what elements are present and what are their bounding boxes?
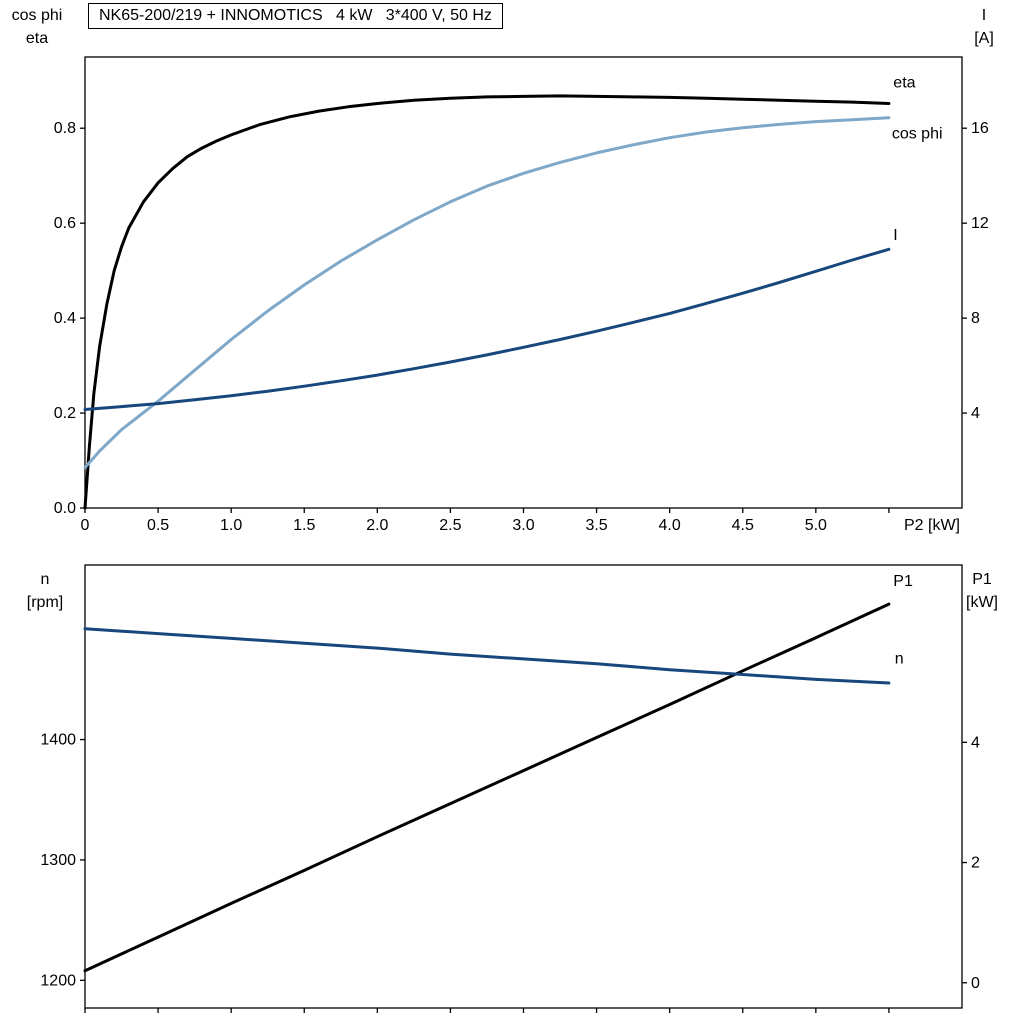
x-axis-title: P2 [kW] (904, 517, 960, 534)
y-tick-label-left: 0.2 (54, 405, 76, 422)
y-tick-label-right: 4 (971, 734, 980, 751)
y-tick-label-right: 2 (971, 855, 980, 872)
curve-eta (83, 94, 891, 510)
bottom-chart-left-axis-title: n [rpm] (8, 568, 82, 614)
axis-label-speed: n (40, 571, 50, 588)
plot-frame (84, 56, 963, 509)
curve-label-P1: P1 (893, 573, 913, 590)
x-tick-label: 1.0 (220, 517, 242, 534)
axis-label-cos-phi: cos phi (11, 7, 63, 24)
y-tick-label-left: 0.4 (54, 310, 76, 327)
curve-P1 (83, 602, 891, 973)
y-tick-label-left: 1400 (40, 732, 76, 749)
axis-label-current: I (981, 7, 987, 24)
x-tick-label: 0.5 (147, 517, 169, 534)
curve-label-eta: eta (893, 74, 915, 91)
x-tick-label: 5.0 (805, 517, 827, 534)
axis-label-p1: P1 (972, 571, 992, 588)
x-tick-label: 1.5 (293, 517, 315, 534)
x-tick-label: 0 (81, 517, 90, 534)
top-chart-left-axis-title: cos phi eta (0, 4, 74, 50)
curve-n (83, 627, 891, 685)
x-tick-label: 3.0 (512, 517, 534, 534)
curve-I (83, 247, 891, 411)
y-tick-label-left: 0.8 (54, 120, 76, 137)
curve-label-I: I (893, 227, 897, 244)
y-tick-label-right: 0 (971, 975, 980, 992)
title-box: NK65-200/219 + INNOMOTICS 4 kW 3*400 V, … (88, 3, 503, 29)
y-tick-label-left: 1300 (40, 852, 76, 869)
top-chart-right-axis-title: I [A] (952, 4, 1016, 50)
y-tick-label-right: 12 (971, 215, 989, 232)
curve-cos-phi (83, 116, 891, 470)
bottom-chart-right-axis-title: P1 [kW] (948, 568, 1016, 614)
x-tick-label: 4.0 (659, 517, 681, 534)
x-tick-label: 4.5 (732, 517, 754, 534)
y-tick-label-right: 16 (971, 120, 989, 137)
axis-label-speed-unit: [rpm] (26, 594, 64, 611)
y-tick-label-right: 8 (971, 310, 980, 327)
axis-label-p1-unit: [kW] (966, 594, 998, 611)
x-tick-label: 2.0 (366, 517, 388, 534)
y-tick-label-left: 0.0 (54, 500, 76, 517)
x-tick-label: 2.5 (439, 517, 461, 534)
y-tick-label-left: 1200 (40, 972, 76, 989)
axis-label-eta: eta (25, 30, 49, 47)
axis-label-current-unit: [A] (974, 30, 994, 47)
curve-label-n: n (895, 651, 904, 668)
curve-label-cos-phi: cos phi (892, 126, 943, 143)
x-tick-label: 3.5 (585, 517, 607, 534)
y-tick-label-left: 0.6 (54, 215, 76, 232)
y-tick-label-right: 4 (971, 405, 980, 422)
